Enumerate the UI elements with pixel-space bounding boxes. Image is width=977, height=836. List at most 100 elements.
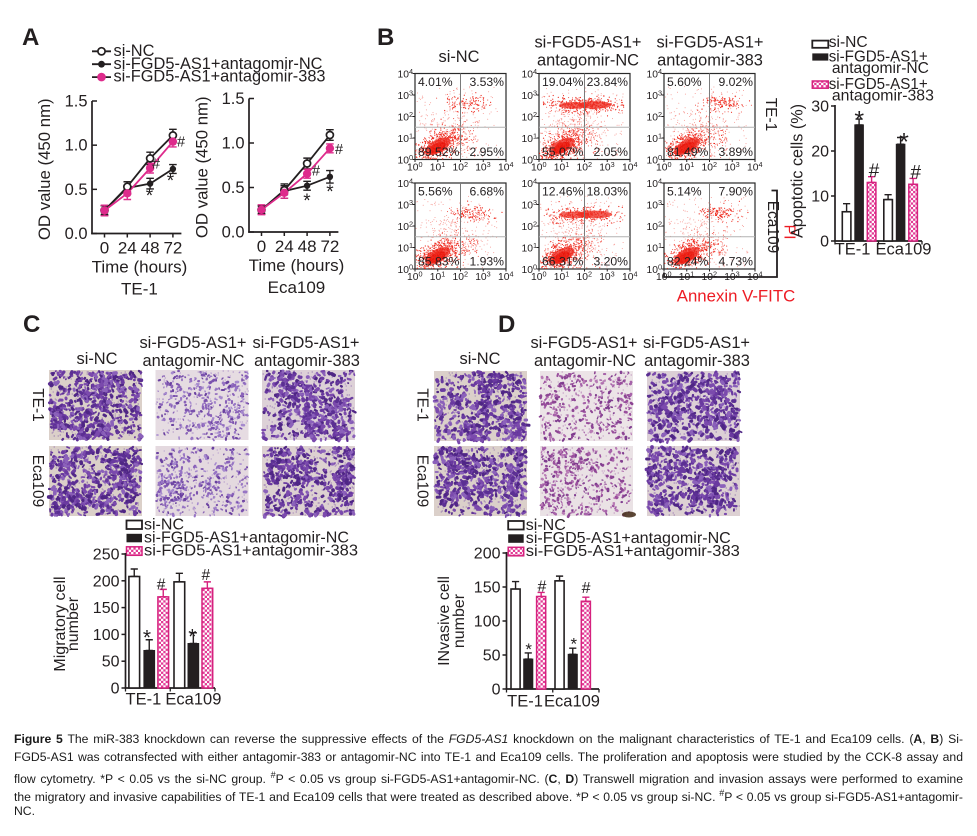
svg-text:1.5: 1.5 xyxy=(65,93,88,111)
svg-text:antagomir-NC: antagomir-NC xyxy=(534,352,636,370)
svg-text:antagomir-383: antagomir-383 xyxy=(657,52,763,70)
svg-text:0: 0 xyxy=(492,682,501,699)
svg-text:si-FGD5-AS1+: si-FGD5-AS1+ xyxy=(643,334,750,352)
svg-text:TE-1: TE-1 xyxy=(29,388,46,422)
svg-text:#: # xyxy=(312,164,320,180)
svg-text:number: number xyxy=(65,596,82,651)
svg-text:3.89%: 3.89% xyxy=(718,145,753,159)
svg-text:antagomir-383: antagomir-383 xyxy=(832,87,934,104)
svg-text:101: 101 xyxy=(522,241,538,255)
svg-text:si-FGD5-AS1+: si-FGD5-AS1+ xyxy=(139,334,246,352)
svg-text:100: 100 xyxy=(93,627,120,644)
svg-text:antagomir-NC: antagomir-NC xyxy=(142,352,244,370)
svg-text:0.5: 0.5 xyxy=(65,181,88,199)
svg-text:101: 101 xyxy=(554,160,570,174)
svg-text:*: * xyxy=(854,107,864,135)
svg-text:OD value (450 nm): OD value (450 nm) xyxy=(35,98,54,240)
svg-text:103: 103 xyxy=(475,160,491,174)
svg-text:3.20%: 3.20% xyxy=(593,255,628,269)
svg-text:Time (hours): Time (hours) xyxy=(92,258,188,277)
svg-text:D: D xyxy=(498,311,515,338)
svg-text:103: 103 xyxy=(724,160,740,174)
svg-text:104: 104 xyxy=(398,177,414,191)
svg-text:55.07%: 55.07% xyxy=(542,145,583,159)
svg-text:85.83%: 85.83% xyxy=(418,255,459,269)
svg-text:103: 103 xyxy=(599,270,615,284)
svg-text:103: 103 xyxy=(475,270,491,284)
svg-text:si-FGD5-AS1+antagomir-NC: si-FGD5-AS1+antagomir-NC xyxy=(526,530,731,547)
svg-text:TE-1: TE-1 xyxy=(762,98,779,132)
svg-text:si-NC: si-NC xyxy=(526,517,566,534)
svg-text:9.02%: 9.02% xyxy=(718,75,753,89)
svg-text:102: 102 xyxy=(647,220,663,234)
svg-text:103: 103 xyxy=(398,198,414,212)
svg-text:72: 72 xyxy=(163,239,182,258)
svg-text:4.73%: 4.73% xyxy=(718,255,753,269)
svg-text:104: 104 xyxy=(498,270,514,284)
svg-text:si-NC: si-NC xyxy=(114,42,155,60)
svg-text:20: 20 xyxy=(811,144,829,161)
svg-text:si-NC: si-NC xyxy=(144,516,184,533)
svg-text:B: B xyxy=(377,24,394,51)
svg-text:104: 104 xyxy=(522,67,538,81)
svg-text:#: # xyxy=(537,578,546,595)
svg-text:4.01%: 4.01% xyxy=(418,75,453,89)
svg-text:200: 200 xyxy=(474,546,501,563)
svg-text:101: 101 xyxy=(398,132,414,146)
svg-text:50: 50 xyxy=(483,648,501,665)
svg-text:antagomir-383: antagomir-383 xyxy=(254,352,360,370)
svg-text:48: 48 xyxy=(298,237,317,256)
svg-text:100: 100 xyxy=(531,160,547,174)
svg-text:#: # xyxy=(157,577,166,594)
svg-text:si-FGD5-AS1+: si-FGD5-AS1+ xyxy=(530,334,637,352)
svg-text:7.90%: 7.90% xyxy=(718,185,753,199)
svg-text:#: # xyxy=(582,580,591,597)
svg-text:100: 100 xyxy=(531,270,547,284)
svg-text:antagomir-NC: antagomir-NC xyxy=(832,60,929,77)
svg-text:A: A xyxy=(22,24,39,51)
svg-text:102: 102 xyxy=(577,270,593,284)
svg-text:48: 48 xyxy=(141,239,160,258)
svg-text:*: * xyxy=(326,182,334,203)
svg-text:10: 10 xyxy=(811,189,829,206)
svg-text:*: * xyxy=(570,635,577,654)
svg-text:104: 104 xyxy=(647,67,663,81)
svg-text:5.60%: 5.60% xyxy=(667,75,702,89)
svg-text:12.46%: 12.46% xyxy=(542,185,583,199)
svg-text:50: 50 xyxy=(102,654,120,671)
svg-text:100: 100 xyxy=(407,160,423,174)
svg-text:101: 101 xyxy=(554,270,570,284)
svg-text:200: 200 xyxy=(93,573,120,590)
svg-text:102: 102 xyxy=(647,110,663,124)
svg-text:si-FGD5-AS1+antagomir-NC: si-FGD5-AS1+antagomir-NC xyxy=(144,529,349,546)
svg-text:3.53%: 3.53% xyxy=(469,75,504,89)
svg-text:#: # xyxy=(201,567,210,584)
svg-text:1.5: 1.5 xyxy=(222,90,245,108)
svg-text:100: 100 xyxy=(407,270,423,284)
svg-text:82.24%: 82.24% xyxy=(667,255,708,269)
svg-text:si-NC: si-NC xyxy=(460,350,501,368)
svg-text:si-FGD5-AS1+antagomir-383: si-FGD5-AS1+antagomir-383 xyxy=(144,542,358,559)
svg-text:INvasive cell: INvasive cell xyxy=(436,576,453,666)
svg-text:Eca109: Eca109 xyxy=(29,455,46,508)
svg-text:150: 150 xyxy=(474,580,501,597)
svg-text:5.56%: 5.56% xyxy=(418,185,453,199)
svg-text:23.84%: 23.84% xyxy=(587,75,628,89)
svg-text:1.93%: 1.93% xyxy=(469,255,504,269)
svg-text:1.0: 1.0 xyxy=(65,137,88,155)
svg-text:102: 102 xyxy=(577,160,593,174)
svg-text:19.04%: 19.04% xyxy=(542,75,583,89)
svg-text:Eca109: Eca109 xyxy=(268,278,326,297)
svg-text:81.49%: 81.49% xyxy=(667,145,708,159)
svg-text:Eca109: Eca109 xyxy=(414,455,431,508)
svg-text:TE-1: TE-1 xyxy=(507,693,543,711)
svg-text:2.05%: 2.05% xyxy=(593,145,628,159)
svg-text:*: * xyxy=(143,627,151,650)
svg-text:OD value (450 nm): OD value (450 nm) xyxy=(193,96,212,238)
svg-text:102: 102 xyxy=(522,220,538,234)
svg-text:104: 104 xyxy=(622,160,638,174)
svg-text:102: 102 xyxy=(398,220,414,234)
svg-text:101: 101 xyxy=(398,241,414,255)
svg-text:103: 103 xyxy=(522,198,538,212)
svg-text:Eca109: Eca109 xyxy=(544,693,600,711)
